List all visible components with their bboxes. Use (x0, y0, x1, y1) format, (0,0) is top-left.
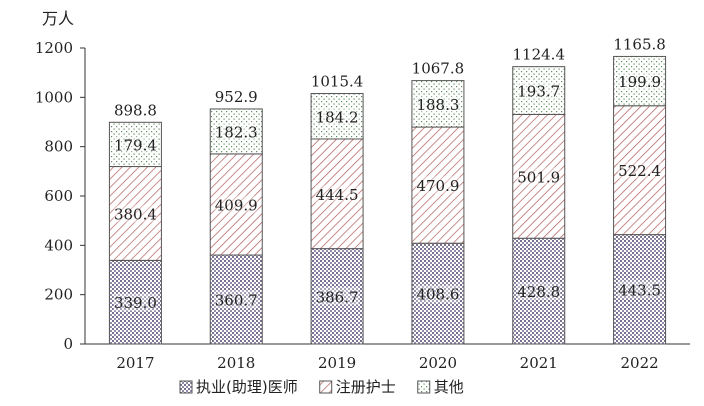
data-label: 360.7 (215, 292, 258, 310)
x-axis-ticks: 2017 2018 2019 2020 2021 2022 (116, 354, 658, 372)
data-label-backdrop (315, 184, 360, 203)
data-label: 184.2 (316, 108, 359, 126)
data-label: 522.4 (618, 162, 661, 180)
x-tick-label: 2017 (116, 354, 154, 372)
total-label: 1067.8 (412, 60, 465, 78)
data-label: 444.5 (316, 186, 359, 204)
data-label-backdrop (415, 176, 460, 195)
y-axis-ticks: 0 200 400 600 800 1000 1200 (35, 39, 85, 353)
data-label: 193.7 (517, 83, 560, 101)
data-label: 179.4 (114, 136, 157, 154)
bar-segment-sparse-dots (613, 55, 667, 107)
y-tick-label: 400 (44, 236, 73, 254)
x-tick-label: 2018 (217, 354, 255, 372)
x-tick-label: 2021 (520, 354, 558, 372)
data-label-backdrop (617, 72, 662, 91)
data-label-backdrop (113, 293, 158, 312)
y-tick-label: 1200 (35, 39, 73, 57)
data-label-backdrop (214, 290, 259, 309)
bar-segment-sparse-dots (411, 80, 465, 128)
data-label-backdrop (617, 280, 662, 299)
legend-swatch (417, 380, 431, 394)
data-label-backdrop (516, 167, 561, 186)
data-label-backdrop (113, 135, 158, 154)
data-label-backdrop (415, 284, 460, 303)
legend-swatch (319, 380, 333, 394)
total-label: 1124.4 (513, 46, 566, 64)
data-label-backdrop (214, 122, 259, 141)
y-tick-label: 1000 (35, 88, 73, 106)
bar-segment-sparse-dots (512, 66, 566, 115)
data-label: 182.3 (215, 123, 258, 141)
data-label-backdrop (415, 94, 460, 113)
bar-segment-sparse-dots (310, 93, 364, 140)
data-label: 188.3 (416, 96, 459, 114)
bar-segment-diagonal (108, 166, 162, 261)
bar-segment-dots (108, 259, 162, 345)
bar-segment-dots (411, 242, 465, 345)
data-label: 199.9 (618, 73, 661, 91)
data-label-backdrop (617, 161, 662, 180)
bar-segment-diagonal (512, 113, 566, 239)
x-tick-label: 2019 (318, 354, 356, 372)
legend-label: 执业(助理)医师 (196, 378, 298, 396)
y-tick-label: 800 (44, 138, 73, 156)
y-tick-label: 200 (44, 286, 73, 304)
legend-swatch (179, 380, 193, 394)
bar-segment-diagonal (411, 126, 465, 244)
bar-segment-dots (209, 254, 263, 345)
y-tick-label: 0 (63, 335, 73, 353)
data-label: 380.4 (114, 205, 157, 223)
data-label-backdrop (315, 107, 360, 126)
bar-segment-dots (310, 248, 364, 345)
legend-label: 注册护士 (336, 378, 396, 396)
total-label: 1015.4 (311, 73, 364, 91)
data-label-backdrop (315, 287, 360, 306)
data-label-backdrop (516, 81, 561, 100)
data-label: 501.9 (517, 168, 560, 186)
x-tick-label: 2020 (419, 354, 457, 372)
bar-segment-diagonal (310, 138, 364, 250)
y-tick-label: 600 (44, 187, 73, 205)
x-tick-label: 2022 (620, 354, 658, 372)
bars: 339.0 380.4 179.4 898.8 360.7 409.9 182.3 952.9… (108, 35, 667, 345)
data-label-backdrop (516, 282, 561, 301)
data-label: 443.5 (618, 281, 661, 299)
data-label-backdrop (113, 204, 158, 223)
data-label: 339.0 (114, 294, 157, 312)
data-label: 409.9 (215, 196, 258, 214)
data-label: 428.8 (517, 283, 560, 301)
total-label: 1165.8 (613, 35, 666, 53)
data-label-backdrop (214, 195, 259, 214)
legend-label: 其他 (434, 378, 464, 396)
total-label: 952.9 (215, 88, 258, 106)
y-axis-unit-label: 万人 (42, 9, 74, 28)
axes (84, 48, 690, 345)
total-label: 898.8 (114, 101, 157, 119)
data-label: 386.7 (316, 288, 359, 306)
bar-segment-sparse-dots (209, 108, 263, 155)
data-label: 408.6 (416, 286, 459, 304)
data-label: 470.9 (416, 177, 459, 195)
bar-segment-diagonal (209, 153, 263, 256)
legend: 执业(助理)医师 注册护士 其他 (179, 378, 464, 396)
bar-segment-dots (512, 237, 566, 345)
bar-segment-sparse-dots (108, 121, 162, 168)
